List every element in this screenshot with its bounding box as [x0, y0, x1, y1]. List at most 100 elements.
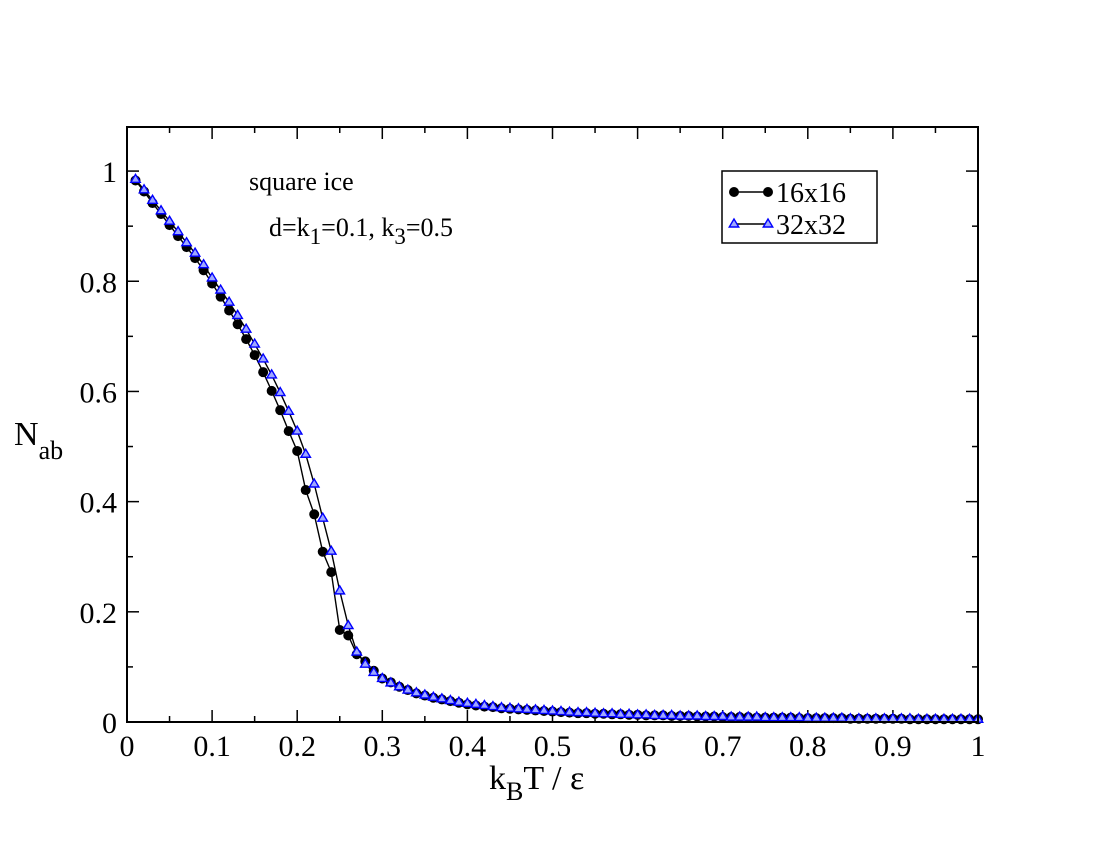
legend-marker	[728, 217, 740, 228]
y-tick-label: 0.6	[80, 376, 118, 409]
legend-box	[721, 170, 878, 244]
data-point	[469, 697, 482, 709]
data-point	[452, 695, 465, 706]
data-point	[274, 386, 287, 397]
data-point	[300, 485, 311, 496]
data-point	[197, 258, 210, 269]
annotation-params: d=k1=0.1, k3=0.5	[269, 213, 453, 249]
data-point	[384, 676, 397, 687]
data-point	[257, 352, 270, 363]
data-point	[674, 709, 687, 720]
data-point	[249, 350, 260, 361]
data-point	[640, 708, 653, 719]
data-point	[138, 183, 150, 194]
data-point	[444, 694, 457, 705]
data-point	[623, 707, 636, 718]
plot-frame	[126, 126, 979, 723]
annotation-params-c: =0.5	[406, 213, 453, 242]
data-point	[699, 710, 712, 721]
x-tick-label: 1	[971, 730, 986, 763]
data-point	[529, 703, 542, 714]
data-point	[224, 305, 235, 316]
data-point	[241, 334, 252, 345]
data-point	[793, 711, 806, 722]
data-point	[292, 445, 303, 456]
data-point	[223, 295, 236, 306]
data-point	[776, 711, 789, 722]
data-point	[350, 645, 363, 656]
data-point	[648, 709, 661, 720]
annotation-params-sub1: 1	[310, 224, 322, 249]
x-tick-label: 0.4	[449, 730, 487, 763]
data-point	[572, 706, 585, 717]
data-point	[512, 702, 525, 713]
data-point	[418, 688, 431, 699]
data-point	[665, 709, 678, 720]
data-point	[520, 702, 533, 714]
y-axis-label-sub: ab	[39, 436, 64, 465]
data-point	[657, 709, 670, 720]
series-line	[134, 178, 978, 720]
data-point	[682, 709, 695, 720]
data-point	[308, 477, 321, 488]
data-point	[265, 368, 278, 379]
y-tick-label: 0	[102, 707, 117, 740]
data-point	[716, 710, 729, 721]
data-point	[614, 707, 627, 718]
legend-label: 16x16	[776, 178, 846, 209]
data-point	[401, 683, 414, 694]
annotation-title: square ice	[249, 167, 354, 196]
x-tick-label: 0	[120, 730, 135, 763]
legend-marker	[763, 187, 773, 197]
data-point	[631, 708, 644, 719]
x-tick-label: 0.6	[619, 730, 657, 763]
x-axis-label: kBT / ε	[489, 760, 584, 806]
data-point	[248, 337, 261, 348]
data-point	[129, 172, 142, 184]
data-point	[750, 710, 763, 721]
data-point	[427, 690, 440, 701]
data-point	[266, 385, 277, 396]
data-point	[282, 404, 295, 415]
data-point	[367, 666, 380, 677]
data-point	[155, 204, 168, 215]
data-point	[589, 706, 602, 717]
data-point	[317, 546, 328, 557]
data-point	[291, 424, 304, 435]
data-point	[742, 710, 755, 721]
data-point	[240, 322, 253, 333]
annotation-params-a: d=k	[269, 213, 310, 242]
data-point	[580, 706, 593, 717]
data-point	[597, 707, 610, 718]
data-point	[486, 700, 499, 711]
data-point	[275, 405, 286, 416]
data-point	[725, 710, 738, 721]
data-point	[733, 710, 746, 721]
x-tick-label: 0.3	[364, 730, 402, 763]
data-point	[495, 701, 508, 712]
series-32x32	[129, 172, 984, 723]
data-point	[172, 225, 185, 236]
data-point	[435, 692, 448, 703]
data-point	[334, 624, 345, 635]
data-point	[325, 544, 338, 555]
data-point	[393, 680, 406, 691]
data-point	[784, 711, 797, 722]
data-point	[214, 283, 227, 294]
data-point	[283, 426, 294, 437]
data-point	[759, 711, 772, 722]
legend-marker	[729, 187, 739, 197]
y-tick-label: 0.2	[80, 597, 118, 630]
legend-entry-16x16: 16x16	[729, 178, 846, 209]
data-point	[309, 509, 320, 520]
y-axis-label: Nab	[14, 416, 63, 465]
data-point	[503, 701, 516, 712]
data-point	[232, 319, 243, 330]
y-tick-label: 1	[102, 156, 117, 189]
x-tick-labels: 0 0.1 0.2 0.3 0.4 0.5 0.6 0.7 0.8 0.9 1	[120, 730, 986, 763]
data-point	[555, 705, 567, 716]
data-point	[299, 447, 312, 458]
